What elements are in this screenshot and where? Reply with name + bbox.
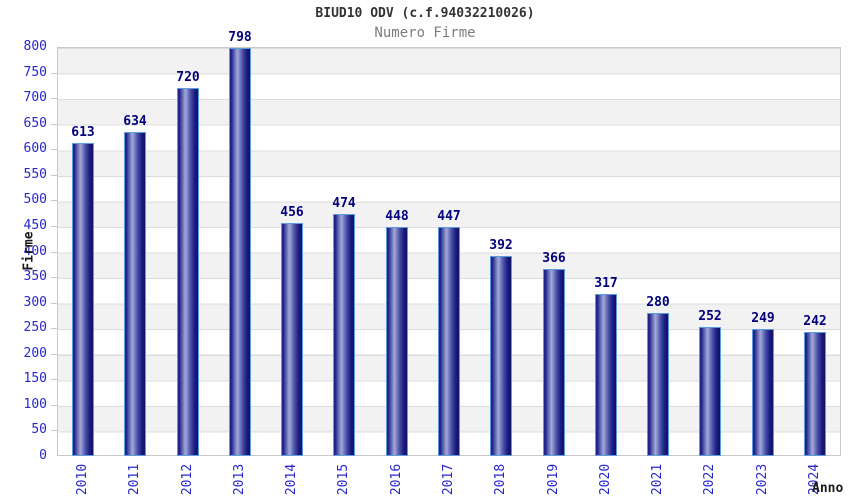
bar-2015 bbox=[333, 213, 355, 456]
bar-value-label: 366 bbox=[542, 250, 566, 266]
bar-value-label: 474 bbox=[332, 195, 356, 211]
y-tick-label: 300 bbox=[23, 294, 47, 310]
x-tick-label: 2015 bbox=[324, 459, 364, 499]
y-tick-label: 600 bbox=[23, 141, 47, 157]
x-tick-label: 2013 bbox=[220, 459, 260, 499]
bar-2011 bbox=[124, 131, 146, 456]
y-tick-mark bbox=[51, 123, 57, 125]
x-tick-label-text: 2022 bbox=[702, 463, 718, 495]
y-tick-mark bbox=[51, 404, 57, 406]
x-tick-label-text: 2011 bbox=[127, 463, 143, 495]
y-tick-label: 200 bbox=[23, 345, 47, 361]
chart-title: BIUD10 ODV (c.f.94032210026) bbox=[315, 6, 535, 21]
x-tick-label-text: 2023 bbox=[755, 463, 771, 495]
bar-2017 bbox=[438, 227, 460, 456]
x-tick-label-text: 2019 bbox=[546, 463, 562, 495]
y-tick-mark bbox=[51, 72, 57, 74]
x-tick-label: 2016 bbox=[377, 459, 417, 499]
x-tick-label: 2020 bbox=[586, 459, 626, 499]
bar-2023 bbox=[752, 328, 774, 456]
y-tick-mark bbox=[51, 174, 57, 176]
bar-value-label: 798 bbox=[228, 30, 252, 46]
y-tick-label: 750 bbox=[23, 64, 47, 80]
y-tick-mark bbox=[51, 328, 57, 330]
x-tick-label: 2019 bbox=[534, 459, 574, 499]
bar-value-label: 447 bbox=[437, 209, 461, 225]
x-tick-label: 2023 bbox=[743, 459, 783, 499]
x-tick-label-text: 2010 bbox=[75, 463, 91, 495]
bar-value-label: 448 bbox=[385, 208, 409, 224]
bar-value-label: 720 bbox=[176, 69, 200, 85]
y-tick-mark bbox=[51, 302, 57, 304]
bar-value-label: 456 bbox=[280, 204, 304, 220]
y-tick-label: 450 bbox=[23, 217, 47, 233]
bar-2013 bbox=[229, 48, 251, 456]
y-tick-label: 550 bbox=[23, 166, 47, 182]
bar-value-label: 634 bbox=[123, 113, 147, 129]
x-tick-label-text: 2013 bbox=[232, 463, 248, 495]
y-tick-mark bbox=[51, 225, 57, 227]
bar-value-label: 249 bbox=[751, 310, 775, 326]
y-tick-label: 350 bbox=[23, 269, 47, 285]
chart-subtitle: Numero Firme bbox=[374, 25, 476, 41]
x-tick-label: 2010 bbox=[63, 459, 103, 499]
y-axis-title: Firme bbox=[21, 231, 37, 271]
bar-value-label: 317 bbox=[594, 275, 618, 291]
y-tick-label: 500 bbox=[23, 192, 47, 208]
bar-2020 bbox=[595, 293, 617, 456]
x-tick-label-text: 2015 bbox=[336, 463, 352, 495]
x-axis-title: Anno bbox=[812, 481, 844, 496]
bar-2022 bbox=[699, 327, 721, 456]
x-tick-label: 2022 bbox=[690, 459, 730, 499]
x-tick-label-text: 2017 bbox=[441, 463, 457, 495]
bar-value-label: 252 bbox=[698, 309, 722, 325]
bar-2024 bbox=[804, 332, 826, 456]
y-tick-label: 100 bbox=[23, 396, 47, 412]
x-tick-label: 2014 bbox=[272, 459, 312, 499]
bar-value-label: 392 bbox=[489, 237, 513, 253]
y-tick-mark bbox=[51, 277, 57, 279]
bar-2016 bbox=[386, 226, 408, 456]
x-tick-label: 2021 bbox=[638, 459, 678, 499]
y-tick-label: 0 bbox=[39, 448, 47, 463]
x-tick-label-text: 2018 bbox=[493, 463, 509, 495]
bar-2014 bbox=[281, 222, 303, 456]
y-tick-mark bbox=[51, 98, 57, 100]
x-tick-label-text: 2021 bbox=[650, 463, 666, 495]
y-tick-label: 400 bbox=[23, 243, 47, 259]
y-tick-label: 650 bbox=[23, 115, 47, 131]
x-tick-label: 2017 bbox=[429, 459, 469, 499]
bar-2010 bbox=[72, 142, 94, 456]
bar-2021 bbox=[647, 312, 669, 456]
x-tick-label-text: 2012 bbox=[180, 463, 196, 495]
x-tick-label-text: 2020 bbox=[598, 463, 614, 495]
x-tick-label: 2012 bbox=[168, 459, 208, 499]
x-tick-label: 2018 bbox=[481, 459, 521, 499]
y-tick-mark bbox=[51, 379, 57, 381]
y-tick-mark bbox=[51, 251, 57, 253]
bar-value-label: 242 bbox=[803, 314, 827, 330]
bar-value-label: 613 bbox=[71, 124, 95, 140]
bar-value-label: 280 bbox=[646, 294, 670, 310]
x-tick-label: 2011 bbox=[115, 459, 155, 499]
x-tick-label-text: 2016 bbox=[389, 463, 405, 495]
y-tick-label: 700 bbox=[23, 90, 47, 106]
bar-2019 bbox=[543, 268, 565, 456]
bar-2018 bbox=[490, 255, 512, 456]
y-tick-label: 800 bbox=[23, 39, 47, 54]
x-tick-label-text: 2014 bbox=[284, 463, 300, 495]
y-tick-label: 250 bbox=[23, 320, 47, 336]
y-tick-mark bbox=[51, 430, 57, 432]
y-tick-mark bbox=[51, 353, 57, 355]
y-tick-mark bbox=[51, 149, 57, 151]
y-tick-mark bbox=[51, 200, 57, 202]
bar-2012 bbox=[177, 87, 199, 456]
y-tick-label: 50 bbox=[31, 422, 47, 438]
y-tick-label: 150 bbox=[23, 371, 47, 387]
